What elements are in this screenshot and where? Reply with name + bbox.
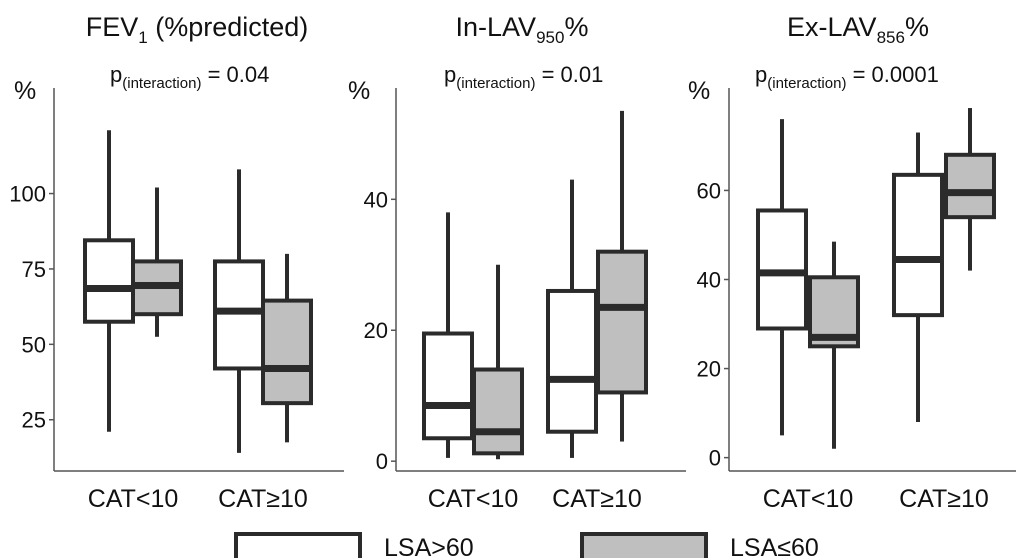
y-unit-label: % (688, 77, 710, 105)
box-iqr (213, 259, 265, 371)
box-iqr (83, 238, 135, 324)
p-interaction-label: p(interaction) = 0.01 (444, 62, 603, 92)
panel-title: In-LAV950% (456, 12, 589, 47)
legend-label-lsa-gt-60: LSA>60 (384, 534, 474, 558)
y-tick-label: 75 (22, 257, 46, 282)
panel-fev1: FEV1 (%predicted) p(interaction) = 0.04 … (9, 12, 344, 513)
x-category-label: CAT≥10 (899, 485, 989, 513)
y-tick-label: 40 (364, 187, 388, 212)
box-iqr (422, 331, 474, 441)
box-iqr (596, 249, 648, 395)
y-tick-label: 60 (697, 178, 721, 203)
panel-ex-lav856: Ex-LAV856% p(interaction) = 0.0001 % 0 20… (688, 12, 1016, 513)
legend: LSA>60 LSA≤60 (234, 532, 819, 558)
x-category-label: CAT≥10 (552, 485, 642, 513)
y-tick-label: 25 (22, 408, 46, 433)
box-iqr (472, 367, 524, 456)
box-iqr (546, 288, 598, 434)
y-tick-label: 40 (697, 268, 721, 293)
box-iqr (892, 172, 944, 318)
y-unit-label: % (348, 77, 370, 105)
p-interaction-label: p(interaction) = 0.04 (110, 62, 269, 92)
x-category-label: CAT≥10 (218, 485, 308, 513)
legend-swatch-lsa-le-60 (580, 532, 708, 558)
panel-in-lav950: In-LAV950% p(interaction) = 0.01 % 0 20 40… (348, 12, 686, 513)
y-tick-label: 0 (376, 449, 388, 474)
p-interaction-label: p(interaction) = 0.0001 (755, 62, 939, 92)
plot-area: 0 20 40 CAT<10 CAT≥10 (364, 88, 686, 513)
legend-swatch-lsa-gt-60 (234, 532, 362, 558)
plot-area: 0 20 40 60 CAT<10 CAT≥10 (697, 88, 1016, 513)
y-tick-label: 0 (709, 446, 721, 471)
panel-title: Ex-LAV856% (787, 12, 929, 47)
y-tick-label: 20 (364, 318, 388, 343)
x-category-label: CAT<10 (763, 485, 854, 513)
plot-area: 25 50 75 100 CAT<10 CAT≥10 (9, 88, 344, 513)
box-iqr (944, 152, 996, 220)
box-iqr (261, 298, 313, 406)
y-tick-label: 100 (9, 182, 46, 207)
y-tick-label: 20 (697, 357, 721, 382)
y-unit-label: % (14, 77, 36, 105)
x-category-label: CAT<10 (428, 485, 519, 513)
legend-label-lsa-le-60: LSA≤60 (730, 534, 819, 558)
y-tick-label: 50 (22, 332, 46, 357)
panel-title: FEV1 (%predicted) (86, 12, 309, 47)
x-category-label: CAT<10 (88, 485, 179, 513)
